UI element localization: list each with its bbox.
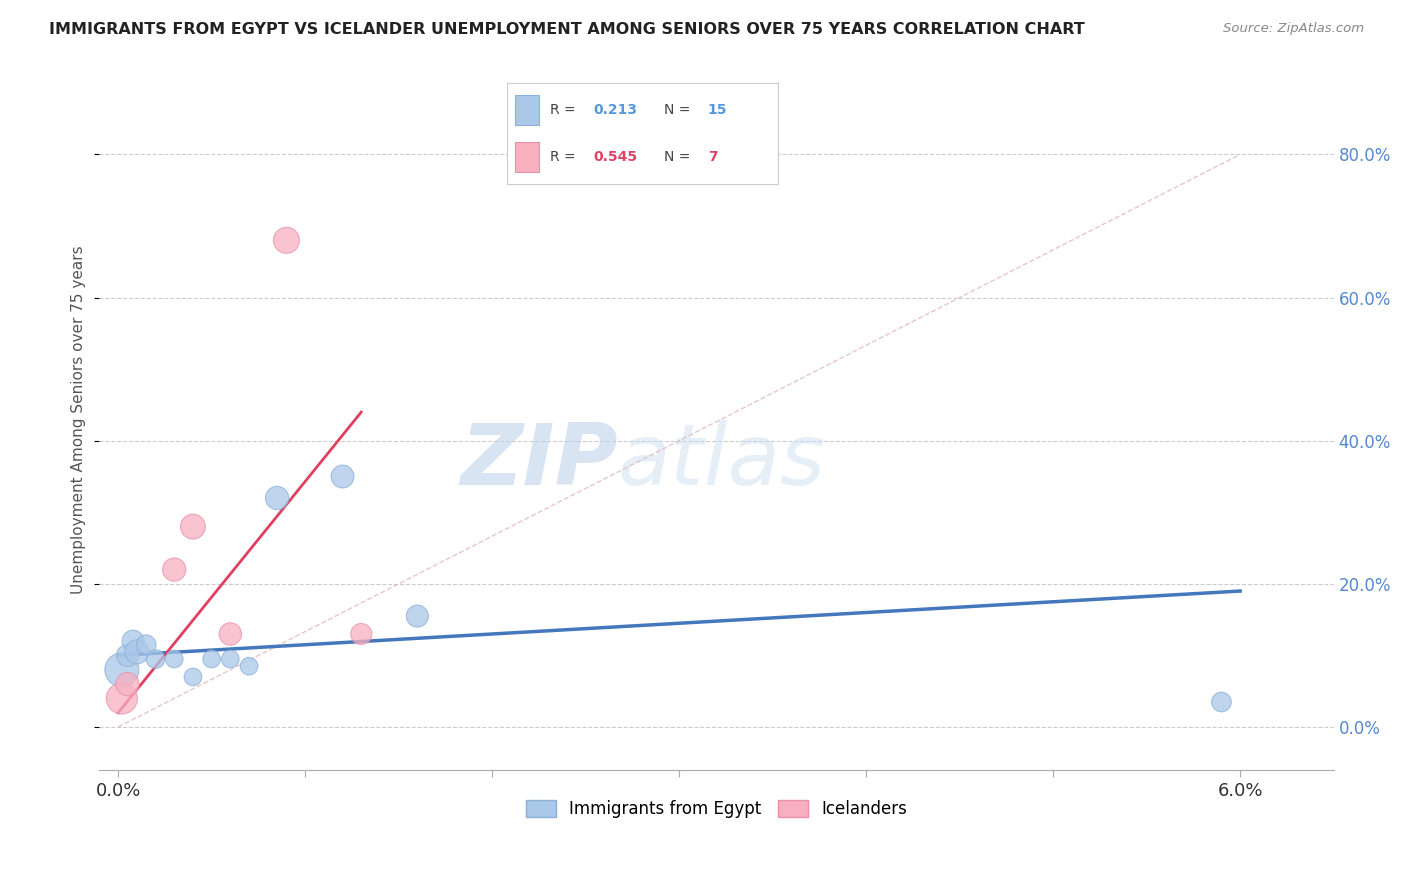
Y-axis label: Unemployment Among Seniors over 75 years: Unemployment Among Seniors over 75 years xyxy=(72,245,86,593)
Point xyxy=(406,609,429,624)
Point xyxy=(266,491,288,505)
Point xyxy=(125,645,148,659)
Point xyxy=(111,663,134,677)
Point xyxy=(201,652,224,666)
Point xyxy=(276,233,298,247)
Point xyxy=(111,691,134,706)
Point xyxy=(238,659,260,673)
Text: IMMIGRANTS FROM EGYPT VS ICELANDER UNEMPLOYMENT AMONG SENIORS OVER 75 YEARS CORR: IMMIGRANTS FROM EGYPT VS ICELANDER UNEMP… xyxy=(49,22,1085,37)
Point xyxy=(332,469,354,483)
Text: ZIP: ZIP xyxy=(460,420,617,503)
Text: Source: ZipAtlas.com: Source: ZipAtlas.com xyxy=(1223,22,1364,36)
Text: atlas: atlas xyxy=(617,420,825,503)
Point xyxy=(350,627,373,641)
Legend: Immigrants from Egypt, Icelanders: Immigrants from Egypt, Icelanders xyxy=(519,793,914,825)
Point xyxy=(122,634,145,648)
Point xyxy=(219,652,242,666)
Point xyxy=(219,627,242,641)
Point xyxy=(163,563,186,577)
Point xyxy=(117,648,139,663)
Point xyxy=(145,652,167,666)
Point xyxy=(117,677,139,691)
Point xyxy=(181,519,204,533)
Point xyxy=(181,670,204,684)
Point xyxy=(163,652,186,666)
Point xyxy=(135,638,157,652)
Point xyxy=(1211,695,1233,709)
